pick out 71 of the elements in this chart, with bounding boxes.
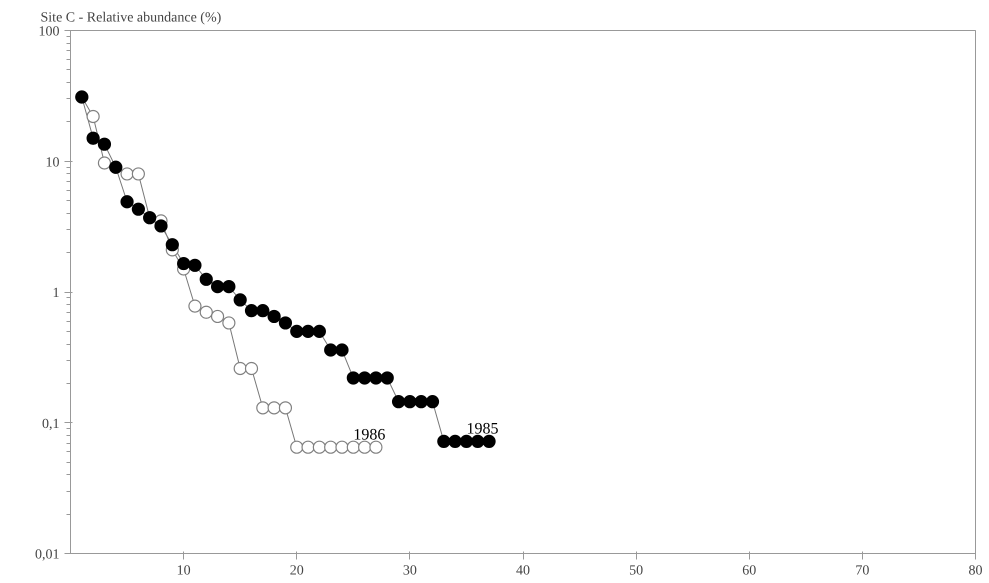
point <box>210 310 224 324</box>
point <box>120 195 134 208</box>
y-tick-label: 10 <box>46 155 60 170</box>
point <box>86 110 100 124</box>
point <box>301 324 315 338</box>
point <box>188 300 202 313</box>
point <box>268 401 281 414</box>
point <box>256 401 270 414</box>
x-tick-label: 40 <box>516 564 530 578</box>
y-tick-label: 100 <box>38 24 60 40</box>
y-tick-label: 1 <box>52 286 60 301</box>
x-tick-label: 10 <box>176 564 191 578</box>
point <box>244 362 258 376</box>
point <box>268 310 281 324</box>
point <box>312 440 326 454</box>
point <box>369 371 383 385</box>
point <box>132 202 145 216</box>
point <box>200 306 213 319</box>
point <box>278 316 292 330</box>
x-tick-label: 30 <box>402 564 417 578</box>
x-tick-label: 60 <box>742 564 756 578</box>
point <box>358 440 372 454</box>
point <box>244 304 258 318</box>
chart-title: Site C - Relative abundance (%) <box>40 10 222 26</box>
point <box>86 132 100 145</box>
series-label: 1985 <box>466 420 498 438</box>
point <box>290 324 304 338</box>
x-tick-label: 20 <box>290 564 304 578</box>
point <box>324 343 338 357</box>
point <box>177 256 190 270</box>
point <box>222 316 236 330</box>
point <box>132 167 145 181</box>
point <box>392 395 406 408</box>
point <box>482 434 496 448</box>
point <box>222 280 236 294</box>
point <box>335 440 349 454</box>
point <box>154 219 168 233</box>
point <box>120 167 134 181</box>
series-label: 1986 <box>353 426 386 444</box>
point <box>290 440 304 454</box>
point <box>301 440 315 454</box>
point <box>234 293 247 306</box>
point <box>98 156 112 170</box>
point <box>380 371 394 385</box>
point <box>460 434 474 448</box>
point <box>324 440 338 454</box>
y-tick-label: 0,01 <box>35 548 60 562</box>
point <box>358 371 372 385</box>
point <box>278 401 292 414</box>
point <box>437 434 450 448</box>
y-tick-label: 0,1 <box>42 416 60 432</box>
point <box>234 362 247 376</box>
point <box>471 434 484 448</box>
point <box>200 272 213 286</box>
point <box>166 238 179 252</box>
point <box>98 138 112 151</box>
point <box>312 324 326 338</box>
point <box>369 440 383 454</box>
point <box>256 304 270 318</box>
point <box>346 440 360 454</box>
point <box>210 280 224 294</box>
point <box>335 343 349 357</box>
point <box>426 395 440 408</box>
point <box>448 434 462 448</box>
point <box>346 371 360 385</box>
x-tick-label: 80 <box>968 564 982 578</box>
x-tick-label: 50 <box>629 564 644 578</box>
point <box>403 395 416 408</box>
point <box>188 258 202 272</box>
point <box>414 395 428 408</box>
x-tick-label: 70 <box>855 564 870 578</box>
